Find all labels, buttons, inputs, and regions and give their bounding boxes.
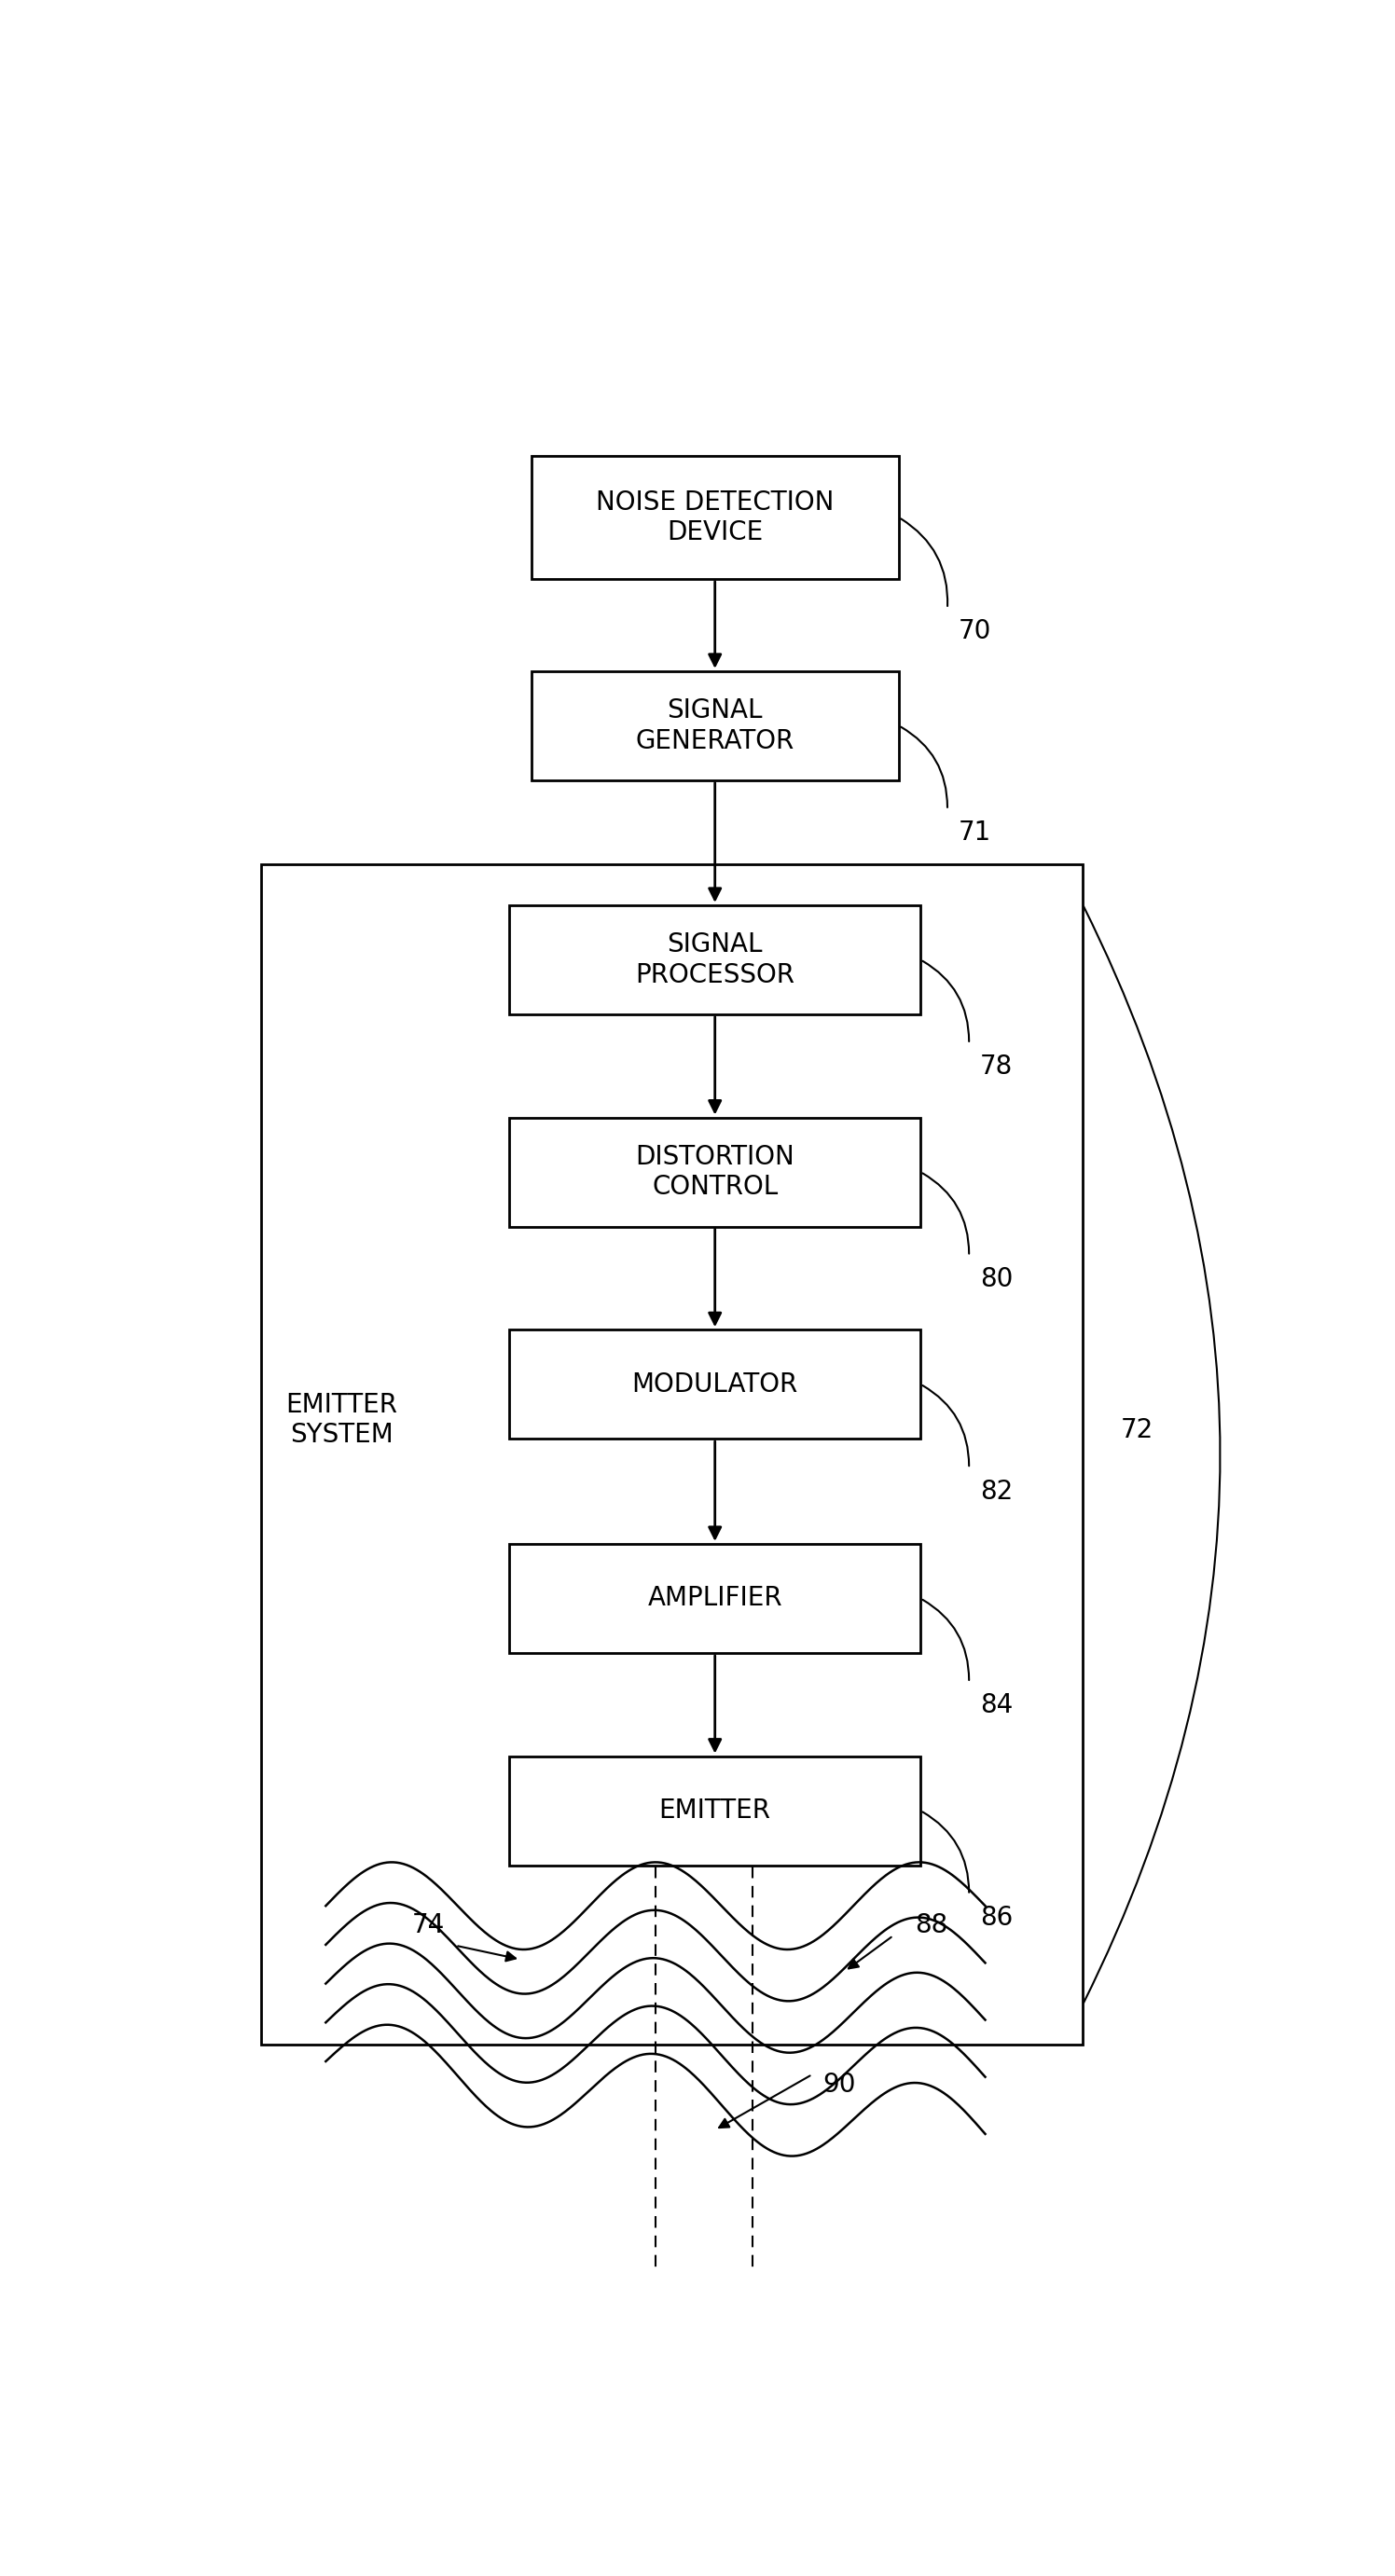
FancyArrowPatch shape (901, 726, 947, 806)
Text: 72: 72 (1120, 1417, 1154, 1443)
Text: NOISE DETECTION
DEVICE: NOISE DETECTION DEVICE (596, 489, 834, 546)
Text: 70: 70 (958, 618, 992, 644)
Bar (509, 1118, 921, 1226)
Bar (509, 904, 921, 1015)
Text: EMITTER: EMITTER (658, 1798, 771, 1824)
Bar (509, 1329, 921, 1440)
Bar (509, 1757, 921, 1865)
Text: EMITTER
SYSTEM: EMITTER SYSTEM (286, 1391, 398, 1448)
Text: MODULATOR: MODULATOR (632, 1370, 798, 1396)
FancyArrowPatch shape (1084, 907, 1221, 2002)
Bar (261, 866, 1083, 2045)
Text: 88: 88 (915, 1911, 947, 1940)
Text: SIGNAL
PROCESSOR: SIGNAL PROCESSOR (635, 933, 795, 987)
FancyArrowPatch shape (922, 1600, 970, 1680)
FancyArrowPatch shape (922, 1172, 970, 1255)
Bar (531, 672, 898, 781)
Text: SIGNAL
GENERATOR: SIGNAL GENERATOR (636, 698, 794, 755)
Text: 90: 90 (823, 2071, 857, 2097)
Text: 84: 84 (979, 1692, 1013, 1718)
Text: DISTORTION
CONTROL: DISTORTION CONTROL (635, 1144, 795, 1200)
Text: 74: 74 (413, 1911, 445, 1940)
FancyArrowPatch shape (922, 1811, 970, 1893)
Bar (531, 456, 898, 580)
Text: 82: 82 (979, 1479, 1013, 1504)
FancyArrowPatch shape (922, 961, 970, 1041)
FancyArrowPatch shape (922, 1386, 970, 1466)
Bar (509, 1543, 921, 1654)
Text: 71: 71 (958, 819, 990, 845)
Text: 78: 78 (979, 1054, 1013, 1079)
Text: AMPLIFIER: AMPLIFIER (647, 1584, 783, 1613)
Text: 80: 80 (979, 1267, 1013, 1293)
Text: 86: 86 (979, 1904, 1013, 1932)
FancyArrowPatch shape (901, 518, 947, 605)
